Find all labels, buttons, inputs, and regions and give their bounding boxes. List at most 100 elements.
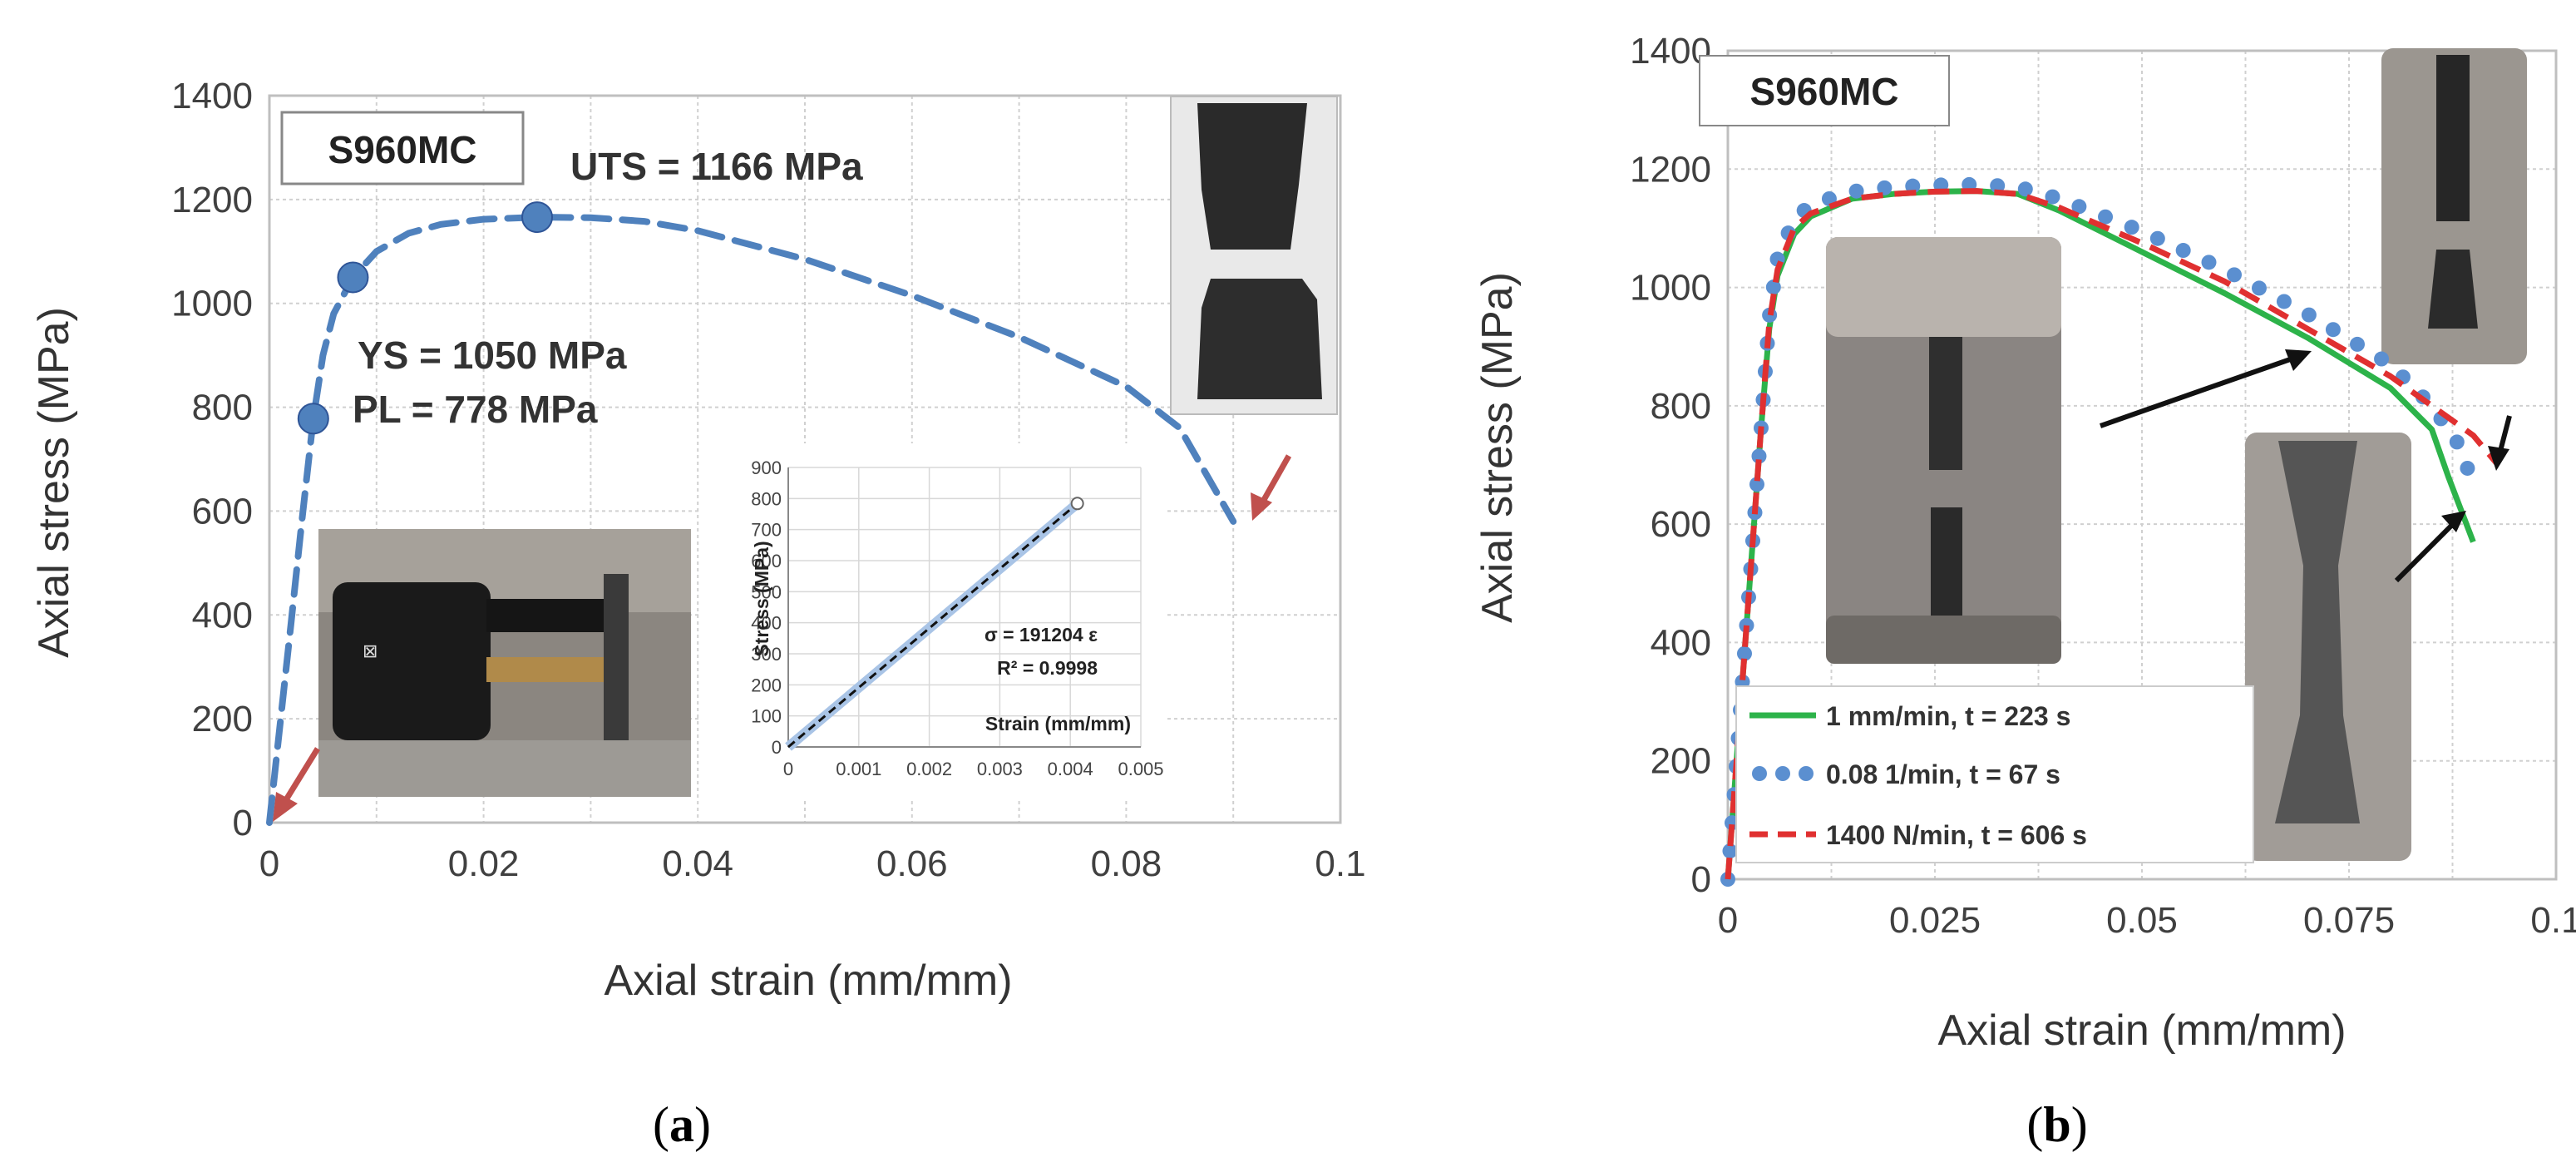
panel-b-xtick-label: 0 [1718,900,1738,941]
panel-a-key-point-marker [297,403,329,435]
panel-b-dot-marker [2124,220,2139,235]
panel-b-dot-marker [1877,180,1893,195]
inset-ytick-label: 600 [751,551,782,571]
panel-b-ytick-label: 800 [1651,386,1711,427]
panel-a-xtick-label: 0.08 [1091,843,1162,884]
legend-item-1400n: 1400 N/min, t = 606 s [1749,820,2087,850]
legend-item-008: 0.08 1/min, t = 67 s [1752,759,2060,789]
panel-b-title: S960MC [1750,70,1899,113]
panel-b-ylabel: Axial stress (MPa) [1473,272,1522,623]
legend-label-008: 0.08 1/min, t = 67 s [1826,759,2060,789]
panel-b-dot-marker [2301,307,2317,323]
panel-b-ytick-label: 400 [1651,622,1711,663]
inset-fit-equation: σ = 191204 ε [985,624,1098,645]
panel-b-ytick-label: 1200 [1630,149,1711,190]
extensometer-photo: ⊠ [318,529,691,797]
panel-b-dot-marker [2251,280,2267,296]
legend-dot-3 [1799,766,1814,781]
panel-a-tick-labels: 0 0.02 0.04 0.06 0.08 0.102004006008001000120… [171,76,1365,884]
panel-b-dot-marker [2227,267,2243,283]
panel-a-chart: 0 0.02 0.04 0.06 0.08 0.102004006008001000120… [30,76,1366,1152]
panel-b-dot-marker [2149,230,2165,246]
fracture-photo-top-right [1170,96,1338,415]
panel-b-dot-marker [1990,178,2006,194]
panel-a-ytick-label: 800 [192,388,253,428]
instron-logo: ⊠ [363,640,378,661]
panel-b-dot-marker [1765,279,1781,295]
panel-a-key-point-marker [337,261,369,294]
inset-tick-labels: 0 100 200 300 400 500 600 700 800 900 0 0.001 0.002 0… [751,457,1163,779]
black-arrow-top [2488,415,2512,471]
panel-a-ytick-label: 400 [192,595,253,635]
inset-ytick-label: 300 [751,644,782,665]
panel-a-xtick-label: 0.06 [876,843,948,884]
panel-a-title: S960MC [328,128,477,171]
panel-a-ytick-label: 1000 [171,284,253,324]
inset-xtick-label: 0.004 [1048,759,1093,779]
inset-ytick-label: 0 [772,737,782,758]
panel-b-xtick-label: 0.025 [1889,900,1981,941]
legend-dot-1 [1752,766,1767,781]
inset-r-squared: R² = 0.9998 [997,657,1098,679]
legend-label-1400n: 1400 N/min, t = 606 s [1826,820,2087,850]
specimen-photo-bottom-right [2245,433,2411,861]
panel-b-dot-marker [2276,294,2292,309]
specimen-photo-top-right [2381,48,2527,364]
black-arrow-middle [2100,349,2312,428]
inset-ytick-label: 200 [751,675,782,695]
panel-a-xtick-label: 0.1 [1315,843,1365,884]
inset-xtick-label: 0.001 [836,759,881,779]
panel-a-ytick-label: 0 [233,803,253,843]
black-arrow-bottom [2394,511,2466,583]
panel-b-dot-marker [2098,209,2114,225]
panel-a-ytick-label: 200 [192,699,253,739]
inset-xtick-label: 0 [783,759,793,779]
panel-a-key-points [297,201,553,435]
panel-b-dot-marker [2071,199,2087,215]
inset-ytick-label: 500 [751,581,782,602]
pl-annotation: PL = 778 MPa [353,388,598,431]
inset-ytick-label: 700 [751,520,782,541]
panel-b-ytick-label: 1400 [1630,31,1711,72]
inset-xtick-label: 0.002 [906,759,952,779]
inset-ytick-label: 800 [751,488,782,509]
uts-annotation: UTS = 1166 MPa [570,145,863,188]
panel-b-plot-border [1726,49,2558,881]
panel-a-xtick-label: 0.04 [662,843,733,884]
inset-ytick-label: 100 [751,706,782,727]
inset-xlabel: Strain (mm/mm) [985,713,1131,734]
panel-b-ytick-label: 600 [1651,504,1711,545]
red-arrow-fracture [1251,454,1292,521]
panel-b-dot-marker [2175,243,2191,259]
panel-a-ytick-label: 1400 [171,76,253,116]
panel-b-dot-marker [2449,434,2465,450]
panel-b-dot-marker [1749,477,1764,492]
inset-ylabel: Stress (MPa) [751,541,772,656]
panel-a-xtick-label: 0.02 [448,843,520,884]
panel-b-dot-marker [1751,448,1767,464]
panel-b-xtick-label: 0.1 [2530,900,2576,941]
legend-box [1735,685,2254,863]
panel-b-ytick-label: 1000 [1630,268,1711,309]
panel-b-xtick-label: 0.05 [2106,900,2178,941]
inset-ytick-label: 400 [751,613,782,634]
panel-b-dot-marker [2349,336,2365,352]
specimen-photo-middle [1826,237,2061,664]
panel-a-title-box [280,111,525,185]
panel-a-plot-border [268,94,1342,824]
panel-a-ylabel: Axial stress (MPa) [30,307,78,658]
panel-b-ytick-label: 0 [1691,859,1711,900]
red-arrow-origin [273,747,320,822]
panel-a-inset-chart: 0 100 200 300 400 500 600 700 800 900 0 0.001 0.002 0… [700,443,1166,798]
panel-b-dot-marker [1905,178,1921,194]
panel-b-dot-marker [2325,322,2341,338]
inset-ytick-label: 900 [751,457,782,478]
panel-b-title-box [1699,55,1950,126]
panel-b-xtick-label: 0.075 [2303,900,2395,941]
panel-b-dot-marker [1848,183,1864,199]
inset-xtick-label: 0.005 [1118,759,1163,779]
legend-dot-2 [1775,766,1790,781]
panel-b-dot-marker [1736,645,1752,661]
panel-b-dot-marker [2045,189,2060,205]
